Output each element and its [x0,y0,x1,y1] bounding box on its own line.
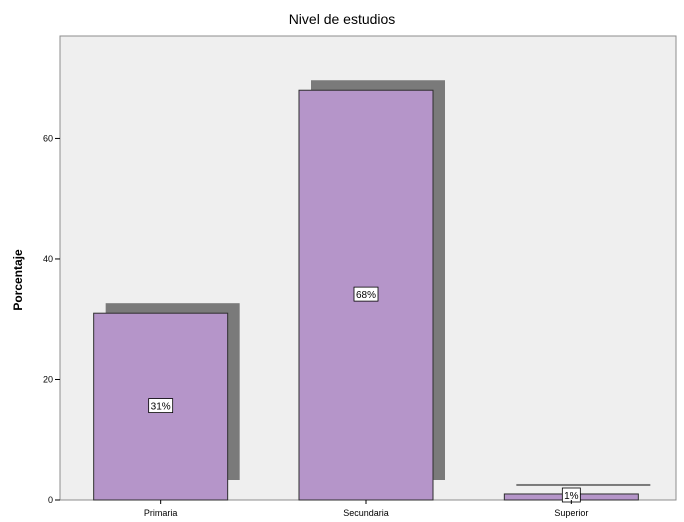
y-tick-label: 60 [43,133,53,143]
data-label: 31% [151,402,171,413]
y-axis: 0 20 40 60 [43,133,60,505]
x-tick-label: Superior [554,508,588,518]
x-axis: Primaria Secundaria Superior [144,500,588,518]
chart-title: Nivel de estudios [289,11,396,27]
data-label: 1% [564,491,579,502]
x-tick-label: Secundaria [343,508,389,518]
x-tick-label: Primaria [144,508,178,518]
y-axis-title: Porcentaje [11,249,25,311]
y-tick-label: 40 [43,254,53,264]
data-label: 68% [356,290,376,301]
bars-group: 31% 68% 1% [93,80,651,503]
y-tick-label: 0 [48,495,53,505]
data-label-box [353,286,379,302]
y-tick-label: 20 [43,374,53,384]
bar-shadow [516,483,651,486]
data-label-box [148,398,174,413]
